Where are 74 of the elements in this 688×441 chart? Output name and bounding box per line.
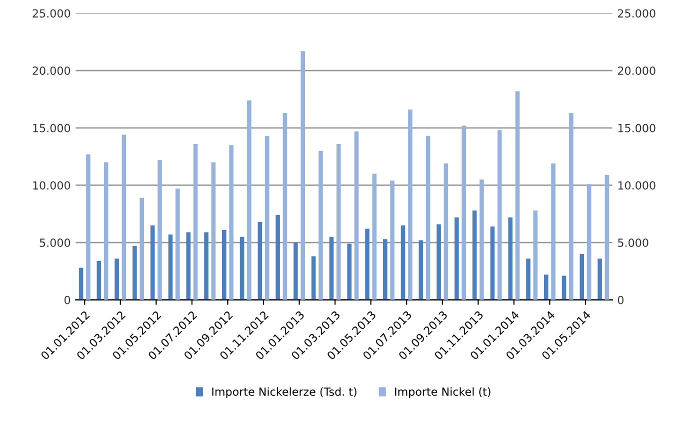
- bar: [104, 162, 108, 300]
- bar: [258, 222, 262, 300]
- bar: [204, 232, 208, 300]
- bar: [294, 242, 298, 300]
- y2-tick-label: 10.000: [618, 181, 656, 190]
- bar: [436, 224, 441, 300]
- bar: [96, 260, 102, 300]
- bar: [444, 163, 448, 300]
- y2-tick-label: 25.000: [618, 9, 656, 18]
- y2-tick-label: 5.000: [618, 238, 648, 247]
- bar: [168, 234, 173, 300]
- bar: [175, 188, 180, 300]
- bar: [497, 130, 502, 300]
- y2-tick-label: 0: [618, 296, 624, 304]
- bar: [426, 136, 430, 300]
- bar: [490, 226, 495, 300]
- bar: [86, 154, 90, 300]
- bar: [222, 230, 226, 300]
- y2-tick-label: 20.000: [618, 66, 656, 75]
- bar: [354, 131, 359, 300]
- bar: [526, 258, 530, 300]
- bar: [418, 240, 424, 300]
- bar: [382, 239, 388, 300]
- bar: [372, 174, 377, 300]
- bar: [150, 225, 155, 300]
- bar: [408, 110, 412, 300]
- bar: [569, 112, 574, 300]
- bar: [347, 244, 352, 300]
- bar: [390, 180, 394, 300]
- bar: [140, 198, 144, 300]
- bar: [300, 51, 306, 300]
- legend-label: Importe Nickelerze (Tsd. t): [212, 387, 356, 398]
- bar: [282, 112, 288, 300]
- bar: [240, 236, 244, 300]
- y-tick-label: 25.000: [32, 9, 70, 18]
- y-tick-label: 5.000: [40, 238, 70, 247]
- bar: [276, 215, 280, 300]
- bar: [158, 160, 162, 300]
- bar: [122, 134, 126, 300]
- bar: [132, 246, 137, 300]
- y-tick-label: 15.000: [33, 124, 70, 132]
- bar: [515, 91, 520, 300]
- bar: [462, 126, 466, 300]
- bar: [598, 258, 602, 300]
- bar: [193, 144, 198, 300]
- bar: [551, 163, 556, 300]
- bar: [508, 217, 513, 300]
- bar: [318, 150, 323, 300]
- bar: [211, 162, 216, 300]
- bar: [336, 144, 341, 300]
- bar: [114, 258, 119, 300]
- bar: [580, 254, 584, 300]
- y-tick-label: 20.000: [32, 66, 70, 75]
- bar: [186, 232, 191, 300]
- bar: [454, 217, 459, 300]
- bar: [229, 145, 234, 300]
- bar: [365, 228, 370, 300]
- bar: [562, 276, 566, 300]
- y-tick-label: 10.000: [33, 181, 70, 190]
- bar: [78, 268, 84, 300]
- bar: [586, 184, 592, 300]
- bar: [247, 100, 252, 300]
- bar: [311, 256, 316, 300]
- bar: [472, 210, 477, 300]
- y2-tick-label: 15.000: [618, 124, 656, 132]
- bar: [604, 174, 610, 300]
- bar: [533, 210, 538, 300]
- legend-label: Importe Nickel (t): [395, 387, 490, 398]
- bar: [400, 225, 406, 300]
- bar: [329, 236, 334, 300]
- bar: [544, 274, 548, 300]
- bar: [264, 136, 270, 300]
- bar: [480, 179, 484, 300]
- y-tick-label: 0: [64, 296, 70, 304]
